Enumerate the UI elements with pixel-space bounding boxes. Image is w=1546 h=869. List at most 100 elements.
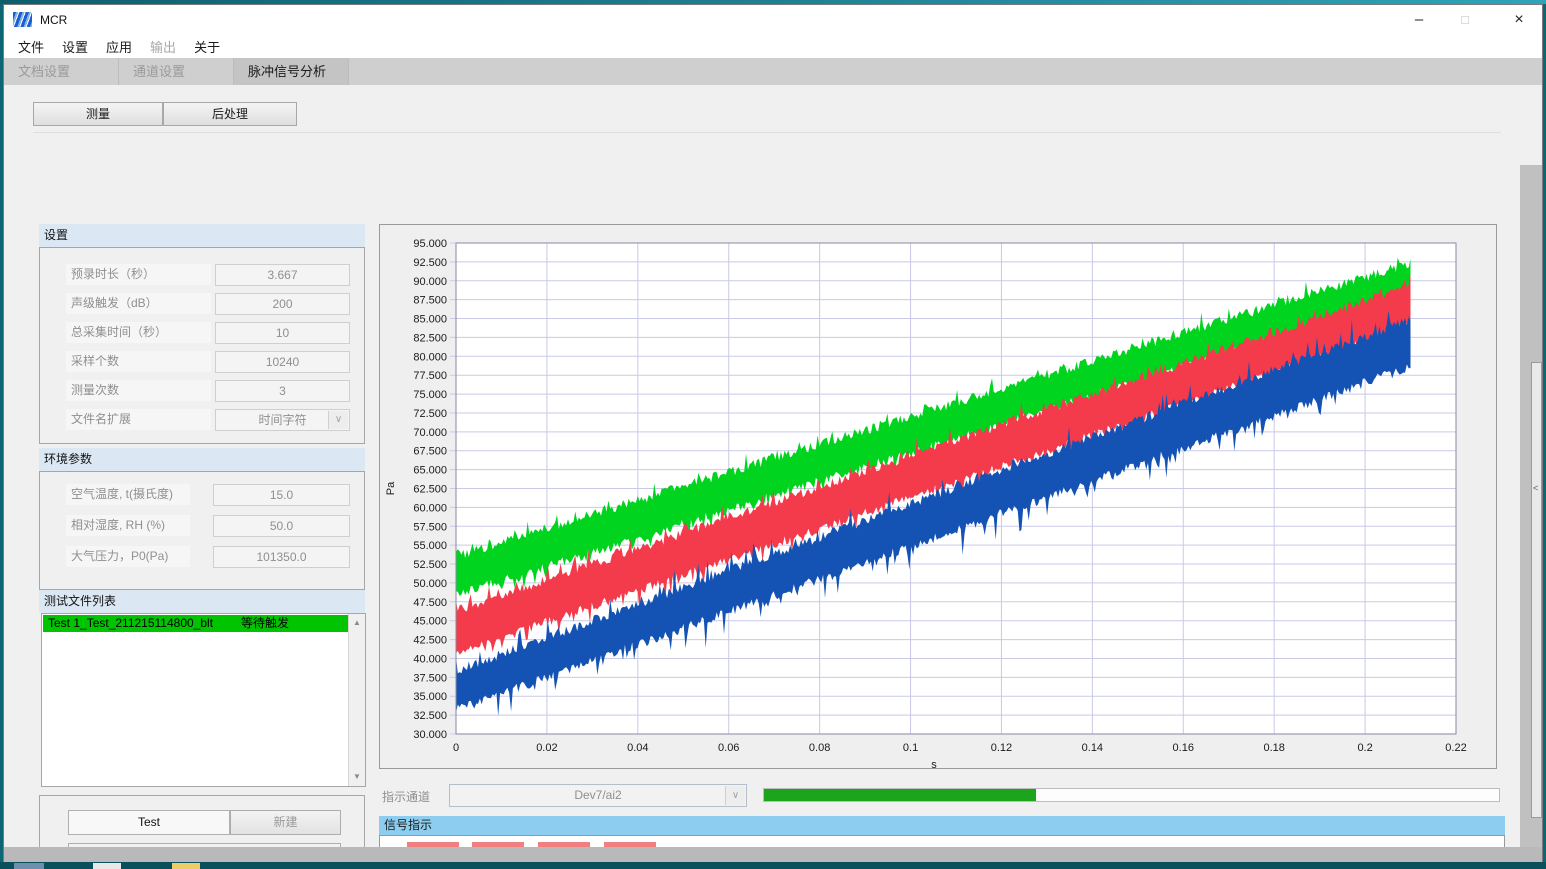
- svg-text:s: s: [931, 759, 937, 768]
- menu-item-file[interactable]: 文件: [18, 39, 45, 55]
- filename-extension-select[interactable]: 时间字符 ∨: [215, 409, 350, 431]
- test-file-list-header: 测试文件列表: [39, 590, 365, 613]
- menu-item-output: 输出: [150, 39, 177, 55]
- svg-text:40.000: 40.000: [413, 653, 447, 665]
- svg-text:65.000: 65.000: [413, 465, 447, 477]
- desktop-edge: [0, 0, 1546, 4]
- svg-text:55.000: 55.000: [413, 540, 447, 552]
- svg-text:92.500: 92.500: [413, 257, 447, 269]
- prerecord-duration-field[interactable]: 3.667: [215, 264, 350, 286]
- new-button[interactable]: 新建: [230, 810, 341, 835]
- taskbar-icon[interactable]: [172, 863, 200, 869]
- svg-text:Pa: Pa: [385, 481, 397, 495]
- signal-indicator-header: 信号指示: [379, 816, 1505, 835]
- svg-text:85.000: 85.000: [413, 314, 447, 326]
- menu-item-application[interactable]: 应用: [106, 39, 133, 55]
- toolbar-separator: [33, 132, 1501, 133]
- svg-text:0.14: 0.14: [1082, 742, 1103, 754]
- app-icon: [13, 12, 32, 27]
- file-status: 等待触发: [241, 616, 290, 630]
- postprocess-button[interactable]: 后处理: [163, 102, 297, 126]
- chevron-down-icon[interactable]: ∨: [725, 786, 745, 805]
- svg-text:72.500: 72.500: [413, 408, 447, 420]
- svg-text:32.500: 32.500: [413, 710, 447, 722]
- chevron-left-icon: <: [1533, 483, 1539, 493]
- measure-button[interactable]: 测量: [33, 102, 163, 126]
- svg-text:75.000: 75.000: [413, 389, 447, 401]
- air-temperature-label: 空气温度, t(摄氏度): [66, 484, 190, 505]
- window-bottom-strip: [4, 847, 1542, 862]
- client-area: 测量 后处理 设置 预录时长（秒） 3.667 声级触发（dB） 200 总采集…: [4, 85, 1542, 869]
- svg-text:0.16: 0.16: [1173, 742, 1194, 754]
- tab-document-settings[interactable]: 文档设置: [4, 58, 119, 85]
- indicator-channel-label: 指示通道: [382, 790, 431, 804]
- tabstrip: 文档设置 通道设置 脉冲信号分析: [4, 58, 1542, 85]
- test-file-listbox[interactable]: Test 1_Test_211215114800_blt 等待触发 ▲ ▼: [41, 613, 366, 787]
- chevron-down-icon[interactable]: ∨: [328, 411, 348, 429]
- list-item[interactable]: Test 1_Test_211215114800_blt 等待触发: [43, 615, 348, 632]
- environment-group-header: 环境参数: [39, 448, 365, 471]
- svg-text:0.02: 0.02: [536, 742, 557, 754]
- waveform-chart-panel: 30.000 32.500 35.000 37.500 40.000 42.500 45.0…: [379, 224, 1497, 769]
- total-acquisition-time-field[interactable]: 10: [215, 322, 350, 344]
- measurement-count-field[interactable]: 3: [215, 380, 350, 402]
- indicator-channel-select[interactable]: Dev7/ai2 ∨: [449, 784, 747, 807]
- close-button[interactable]: ×: [1514, 11, 1524, 28]
- air-temperature-field[interactable]: 15.0: [213, 484, 350, 506]
- acquisition-progress-fill: [764, 789, 1036, 801]
- svg-text:47.500: 47.500: [413, 597, 447, 609]
- channel-blue: [456, 310, 1411, 717]
- taskbar-icon[interactable]: [14, 863, 44, 869]
- taskbar-icon[interactable]: [93, 863, 121, 869]
- svg-text:35.000: 35.000: [413, 691, 447, 703]
- app-window: MCR – □ × 文件 设置 应用 输出 关于 文档设置 通道设置 脉冲信号分…: [3, 4, 1543, 869]
- svg-text:0.04: 0.04: [627, 742, 648, 754]
- relative-humidity-field[interactable]: 50.0: [213, 515, 350, 537]
- svg-text:57.500: 57.500: [413, 521, 447, 533]
- minimize-button[interactable]: –: [1414, 11, 1424, 28]
- maximize-button[interactable]: □: [1461, 12, 1469, 27]
- svg-text:42.500: 42.500: [413, 635, 447, 647]
- svg-text:0.1: 0.1: [903, 742, 918, 754]
- menu-item-settings[interactable]: 设置: [62, 39, 89, 55]
- svg-text:67.500: 67.500: [413, 446, 447, 458]
- channel-red: [456, 274, 1411, 655]
- titlebar: MCR – □ ×: [4, 5, 1542, 34]
- environment-group-body: 空气温度, t(摄氏度) 15.0 相对湿度, RH (%) 50.0 大气压力…: [39, 471, 365, 590]
- atmospheric-pressure-field[interactable]: 101350.0: [213, 546, 350, 568]
- svg-text:62.500: 62.500: [413, 484, 447, 496]
- prerecord-duration-label: 预录时长（秒）: [66, 264, 211, 285]
- collapse-splitter[interactable]: <: [1531, 362, 1542, 818]
- list-scrollbar[interactable]: ▲ ▼: [348, 614, 365, 786]
- settings-group-body: 预录时长（秒） 3.667 声级触发（dB） 200 总采集时间（秒） 10 采…: [39, 247, 365, 444]
- scroll-down-icon[interactable]: ▼: [353, 772, 361, 781]
- test-name-field[interactable]: Test: [68, 810, 230, 835]
- svg-text:0.06: 0.06: [718, 742, 739, 754]
- svg-text:0.18: 0.18: [1263, 742, 1284, 754]
- svg-text:87.500: 87.500: [413, 295, 447, 307]
- tab-pulse-signal-analysis[interactable]: 脉冲信号分析: [234, 58, 349, 85]
- atmospheric-pressure-label: 大气压力，P0(Pa): [66, 546, 190, 567]
- scroll-up-icon[interactable]: ▲: [353, 618, 361, 627]
- taskbar: [0, 862, 1546, 869]
- menubar: 文件 设置 应用 输出 关于: [4, 34, 1542, 58]
- svg-text:82.500: 82.500: [413, 332, 447, 344]
- indicator-channel-value: Dev7/ai2: [574, 788, 622, 802]
- svg-text:52.500: 52.500: [413, 559, 447, 571]
- sample-count-field[interactable]: 10240: [215, 351, 350, 373]
- channel-green: [456, 257, 1411, 596]
- svg-text:77.500: 77.500: [413, 370, 447, 382]
- tab-channel-settings[interactable]: 通道设置: [119, 58, 234, 85]
- sample-count-label: 采样个数: [66, 351, 211, 372]
- svg-text:0.08: 0.08: [809, 742, 830, 754]
- menu-item-about[interactable]: 关于: [194, 39, 221, 55]
- total-acquisition-time-label: 总采集时间（秒）: [66, 322, 211, 343]
- level-trigger-field[interactable]: 200: [215, 293, 350, 315]
- file-name: Test 1_Test_211215114800_blt: [48, 616, 214, 630]
- svg-text:90.000: 90.000: [413, 276, 447, 288]
- svg-text:0.12: 0.12: [991, 742, 1012, 754]
- svg-text:70.000: 70.000: [413, 427, 447, 439]
- relative-humidity-label: 相对湿度, RH (%): [66, 515, 190, 536]
- waveform-chart: 30.000 32.500 35.000 37.500 40.000 42.500 45.0…: [385, 238, 1467, 768]
- svg-text:80.000: 80.000: [413, 351, 447, 363]
